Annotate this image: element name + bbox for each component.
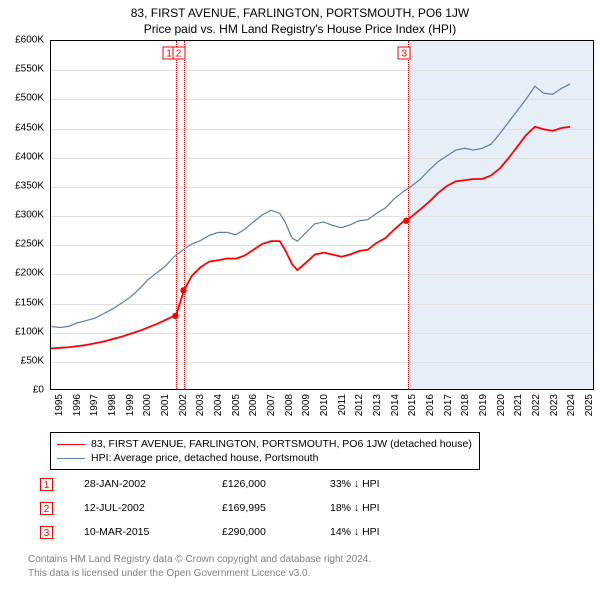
x-tick-label: 2020: [496, 394, 507, 424]
title-line-1: 83, FIRST AVENUE, FARLINGTON, PORTSMOUTH…: [0, 0, 600, 20]
x-tick-label: 2011: [337, 394, 348, 424]
x-tick-label: 1995: [54, 394, 65, 424]
x-tick-label: 2019: [478, 394, 489, 424]
x-tick-label: 2010: [319, 394, 330, 424]
x-tick-label: 2023: [549, 394, 560, 424]
x-tick-label: 2018: [460, 394, 471, 424]
sale-marker-box: 3: [40, 526, 53, 539]
legend-label-blue: HPI: Average price, detached house, Port…: [91, 452, 318, 464]
x-tick-label: 1998: [107, 394, 118, 424]
y-tick-label: £100K: [4, 326, 44, 337]
x-tick-label: 2005: [231, 394, 242, 424]
legend-swatch-red: [57, 444, 85, 445]
y-tick-label: £500K: [4, 93, 44, 104]
x-tick-label: 2013: [372, 394, 383, 424]
chart-wrap: £0 £50K £100K £150K £200K £250K £300K £350K £400…: [0, 40, 600, 430]
y-tick-label: £450K: [4, 122, 44, 133]
x-tick-label: 2017: [443, 394, 454, 424]
y-tick-label: £300K: [4, 210, 44, 221]
title-line-2: Price paid vs. HM Land Registry's House …: [0, 20, 600, 40]
hpi-line: [51, 84, 570, 328]
x-tick-label: 2021: [513, 394, 524, 424]
x-tick-label: 2012: [354, 394, 365, 424]
sale-price: £126,000: [222, 478, 322, 490]
sale-price: £290,000: [222, 526, 322, 538]
sale-date: 28-JAN-2002: [84, 478, 214, 490]
x-tick-label: 2009: [301, 394, 312, 424]
y-tick-label: £50K: [4, 355, 44, 366]
footer-line-2: This data is licensed under the Open Gov…: [28, 568, 310, 579]
y-tick-label: £550K: [4, 64, 44, 75]
legend-row-blue: HPI: Average price, detached house, Port…: [57, 451, 473, 465]
x-tick-label: 1999: [125, 394, 136, 424]
x-tick-label: 2015: [407, 394, 418, 424]
x-tick-label: 2024: [566, 394, 577, 424]
y-tick-label: £0: [4, 385, 44, 396]
y-tick-label: £350K: [4, 180, 44, 191]
x-tick-label: 1996: [72, 394, 83, 424]
chart-container: 83, FIRST AVENUE, FARLINGTON, PORTSMOUTH…: [0, 0, 600, 590]
y-tick-label: £600K: [4, 35, 44, 46]
x-tick-label: 2000: [142, 394, 153, 424]
y-tick-label: £150K: [4, 297, 44, 308]
sale-point: [172, 313, 178, 319]
x-tick-label: 2008: [284, 394, 295, 424]
line-series: [51, 41, 593, 389]
legend-label-red: 83, FIRST AVENUE, FARLINGTON, PORTSMOUTH…: [91, 438, 472, 450]
x-tick-label: 2001: [160, 394, 171, 424]
x-tick-label: 2025: [584, 394, 595, 424]
plot-area: 123: [50, 40, 594, 390]
sale-marker-box: 2: [40, 502, 53, 515]
x-tick-label: 2002: [178, 394, 189, 424]
price-paid-line: [51, 127, 570, 349]
x-tick-label: 2006: [248, 394, 259, 424]
x-tick-label: 2007: [266, 394, 277, 424]
sale-delta: 33% ↓ HPI: [330, 478, 440, 490]
sale-delta: 18% ↓ HPI: [330, 502, 440, 514]
legend: 83, FIRST AVENUE, FARLINGTON, PORTSMOUTH…: [50, 432, 480, 470]
x-tick-label: 2022: [531, 394, 542, 424]
sale-price: £169,995: [222, 502, 322, 514]
sale-delta: 14% ↓ HPI: [330, 526, 440, 538]
legend-row-red: 83, FIRST AVENUE, FARLINGTON, PORTSMOUTH…: [57, 437, 473, 451]
marker-box: 2: [172, 47, 185, 60]
x-tick-label: 2003: [195, 394, 206, 424]
x-tick-label: 2014: [390, 394, 401, 424]
x-tick-label: 1997: [89, 394, 100, 424]
legend-swatch-blue: [57, 458, 85, 459]
footer-line-1: Contains HM Land Registry data © Crown c…: [28, 554, 371, 565]
y-tick-label: £250K: [4, 239, 44, 250]
sale-point: [180, 287, 186, 293]
sale-point: [403, 218, 409, 224]
sale-date: 10-MAR-2015: [84, 526, 214, 538]
marker-box: 3: [398, 47, 411, 60]
y-tick-label: £200K: [4, 268, 44, 279]
x-tick-label: 2004: [213, 394, 224, 424]
sale-date: 12-JUL-2002: [84, 502, 214, 514]
sale-marker-box: 1: [40, 478, 53, 491]
y-tick-label: £400K: [4, 151, 44, 162]
x-tick-label: 2016: [425, 394, 436, 424]
